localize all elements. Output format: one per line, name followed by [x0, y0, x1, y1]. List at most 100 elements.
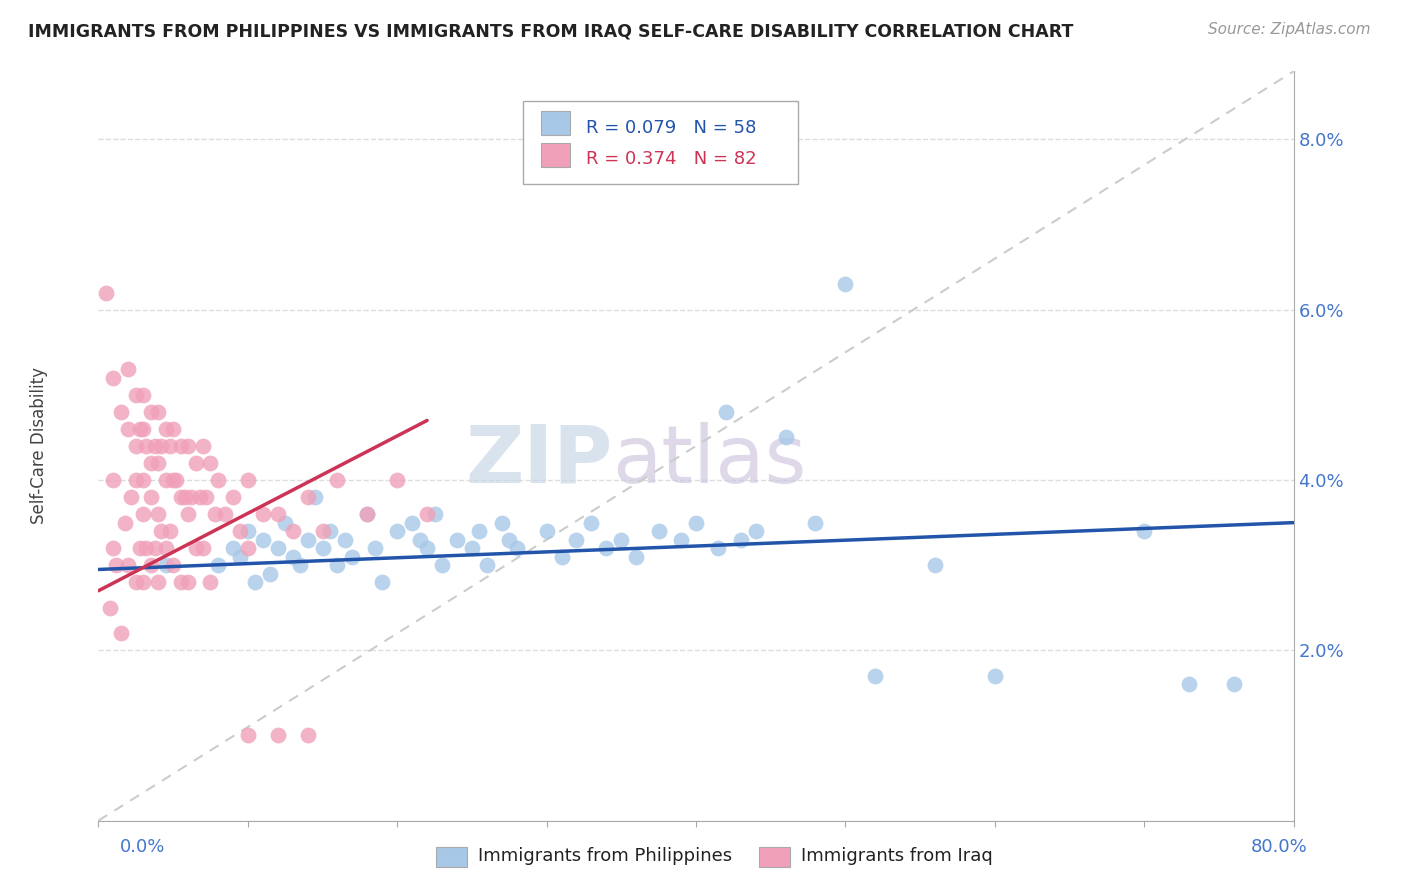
Point [103, 371, 125, 385]
Point [288, 558, 311, 573]
Point [281, 524, 304, 538]
Point [125, 575, 148, 590]
Point [274, 516, 297, 530]
Point [155, 473, 177, 487]
Point [148, 575, 170, 590]
Point [162, 558, 184, 573]
Point [685, 516, 707, 530]
Point [1223, 677, 1246, 691]
Point [745, 524, 768, 538]
Point [236, 541, 259, 556]
Point [114, 516, 136, 530]
Point [281, 549, 304, 564]
Point [222, 541, 245, 556]
Point [195, 490, 218, 504]
Point [236, 524, 259, 538]
Point [252, 507, 274, 521]
Point [229, 549, 252, 564]
Point [207, 473, 229, 487]
Point [98, 600, 122, 615]
Point [180, 490, 202, 504]
Point [120, 490, 142, 504]
Text: R = 0.374   N = 82: R = 0.374 N = 82 [586, 150, 756, 168]
Point [191, 541, 214, 556]
Point [150, 439, 173, 453]
Point [132, 388, 155, 402]
Point [117, 422, 139, 436]
Point [222, 490, 245, 504]
Point [129, 422, 152, 436]
Point [139, 405, 162, 419]
Point [1133, 524, 1156, 538]
Point [117, 362, 139, 376]
Point [155, 541, 177, 556]
Point [498, 533, 520, 547]
Point [132, 507, 155, 521]
Point [626, 549, 648, 564]
Point [132, 575, 155, 590]
Point [162, 473, 184, 487]
Point [229, 524, 252, 538]
Point [236, 729, 259, 743]
Point [245, 575, 267, 590]
Point [188, 490, 211, 504]
Point [184, 456, 207, 470]
Point [364, 541, 387, 556]
Point [416, 507, 439, 521]
Point [984, 669, 1007, 683]
Point [207, 558, 229, 573]
Point [125, 388, 148, 402]
Point [730, 533, 752, 547]
Text: ZIP: ZIP [465, 422, 613, 500]
Point [506, 541, 529, 556]
Point [200, 575, 222, 590]
Point [150, 524, 173, 538]
Text: 80.0%: 80.0% [1251, 838, 1308, 855]
Point [408, 533, 430, 547]
Point [326, 558, 349, 573]
Point [155, 422, 177, 436]
Point [110, 626, 132, 640]
FancyBboxPatch shape [541, 112, 571, 135]
Point [647, 524, 669, 538]
Point [143, 541, 166, 556]
Point [103, 541, 125, 556]
Point [371, 575, 394, 590]
Point [446, 533, 468, 547]
Point [159, 524, 181, 538]
Point [1178, 677, 1201, 691]
Point [132, 422, 155, 436]
Point [103, 473, 125, 487]
Point [297, 729, 319, 743]
Point [236, 473, 259, 487]
Point [155, 558, 177, 573]
Point [297, 533, 319, 547]
Point [117, 558, 139, 573]
Point [191, 439, 214, 453]
Point [259, 566, 281, 581]
Point [475, 558, 498, 573]
Point [177, 507, 200, 521]
Point [430, 558, 453, 573]
Text: Self-Care Disability: Self-Care Disability [30, 368, 48, 524]
Point [581, 516, 603, 530]
Point [169, 439, 191, 453]
Point [297, 490, 319, 504]
Point [707, 541, 730, 556]
Point [125, 439, 148, 453]
Point [423, 507, 446, 521]
Point [214, 507, 236, 521]
Point [125, 473, 148, 487]
Text: Source: ZipAtlas.com: Source: ZipAtlas.com [1208, 22, 1371, 37]
Point [267, 541, 290, 556]
Point [834, 277, 856, 292]
Point [148, 456, 170, 470]
Point [139, 558, 162, 573]
FancyBboxPatch shape [541, 143, 571, 167]
Point [132, 473, 155, 487]
Point [174, 490, 197, 504]
Point [924, 558, 946, 573]
Point [159, 439, 181, 453]
Point [135, 541, 157, 556]
Point [184, 541, 207, 556]
